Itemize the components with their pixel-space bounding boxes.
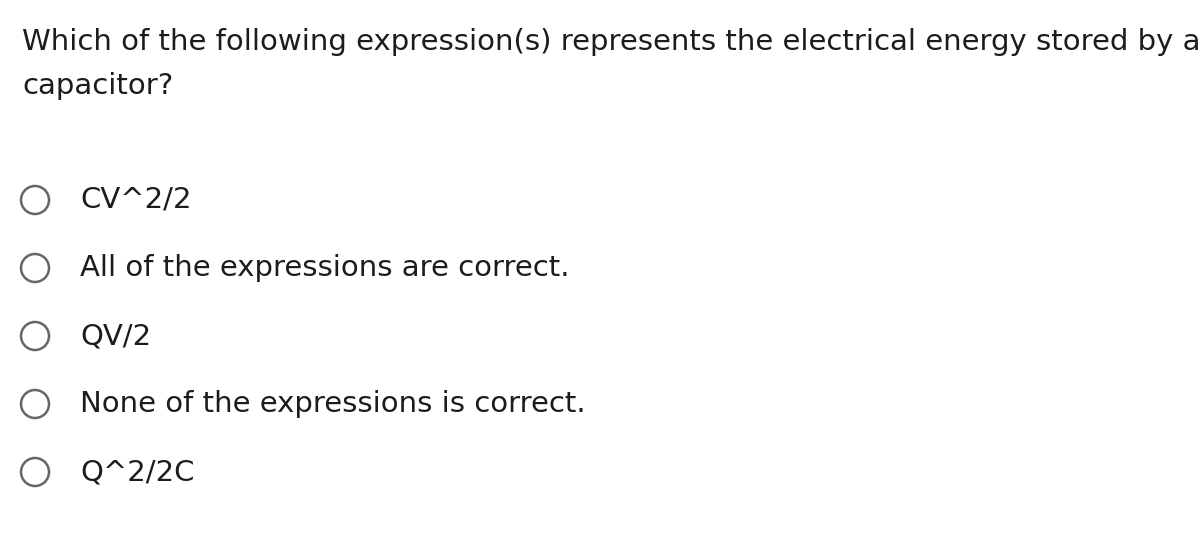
Text: All of the expressions are correct.: All of the expressions are correct. [80, 254, 570, 282]
Text: CV^2/2: CV^2/2 [80, 186, 192, 214]
Text: Which of the following expression(s) represents the electrical energy stored by : Which of the following expression(s) rep… [22, 28, 1200, 56]
Text: QV/2: QV/2 [80, 322, 151, 350]
Text: Q^2/2C: Q^2/2C [80, 458, 194, 486]
Text: capacitor?: capacitor? [22, 72, 173, 100]
Text: None of the expressions is correct.: None of the expressions is correct. [80, 390, 586, 418]
